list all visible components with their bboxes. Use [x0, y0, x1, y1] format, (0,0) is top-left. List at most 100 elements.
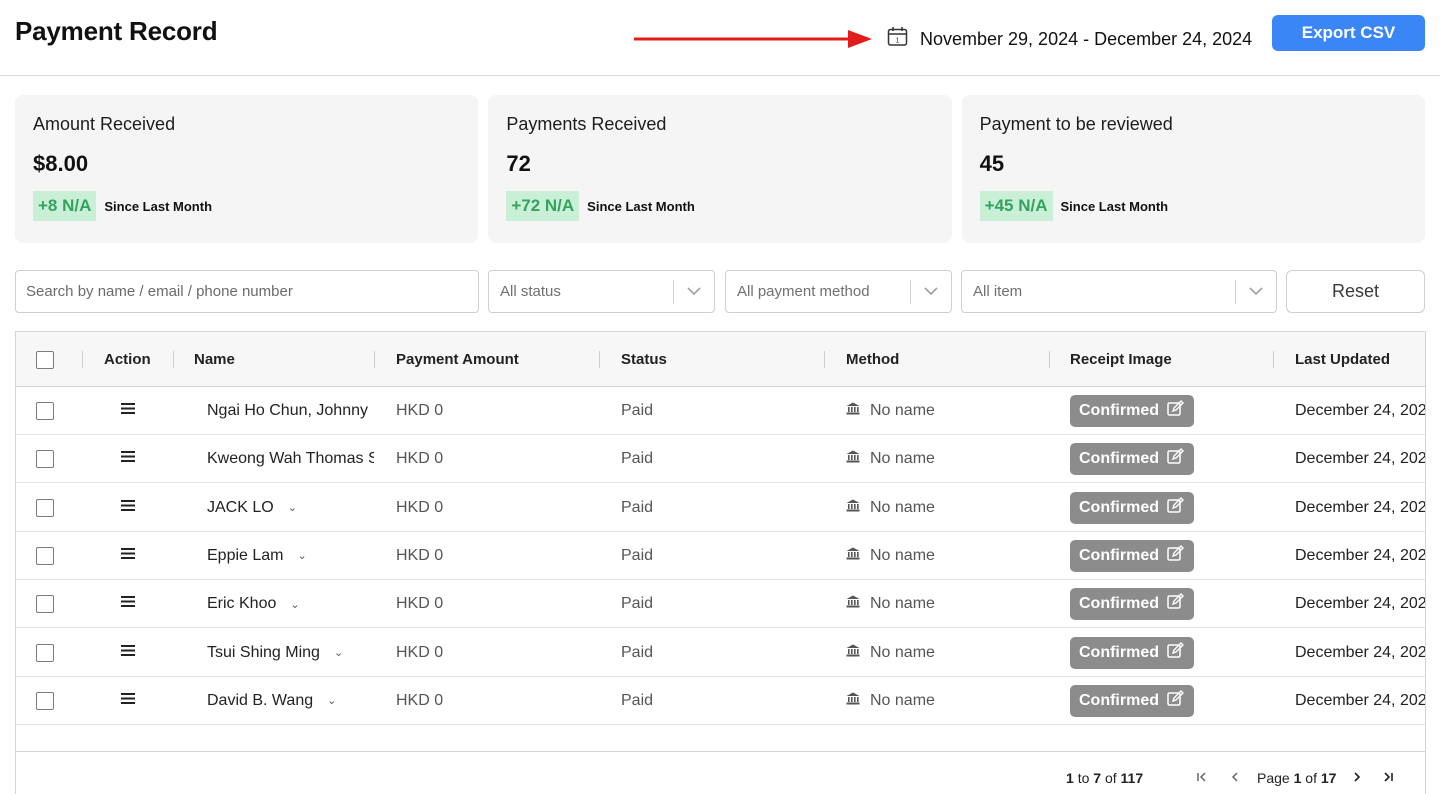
edit-icon[interactable]: [1167, 496, 1184, 519]
card-value: 45: [979, 151, 1005, 176]
edit-icon[interactable]: [1167, 544, 1184, 567]
chevron-down-icon[interactable]: ⌄: [327, 695, 337, 708]
edit-icon[interactable]: [1167, 641, 1184, 664]
status-filter-select[interactable]: All status: [488, 270, 715, 313]
row-method: No name: [870, 498, 935, 516]
card-label: Payments Received: [506, 114, 667, 134]
row-action-menu[interactable]: [120, 484, 136, 532]
edit-icon[interactable]: [1167, 689, 1184, 712]
last-page-icon[interactable]: [1382, 770, 1394, 786]
status-filter-value: All status: [500, 283, 561, 300]
table-row: Eric Khoo ⌄ HKD 0 Paid No name Confirmed: [16, 580, 1425, 629]
payments-table: Action Name Payment Amount Status Method…: [15, 331, 1426, 794]
first-page-icon[interactable]: [1196, 770, 1208, 786]
chevron-down-icon[interactable]: ⌄: [333, 647, 344, 659]
receipt-status: Confirmed: [1079, 498, 1159, 516]
confirmed-badge[interactable]: Confirmed: [1070, 588, 1194, 621]
row-method: No name: [870, 450, 935, 468]
row-name-cell[interactable]: David B. Wang ⌄: [207, 677, 374, 725]
chevron-down-icon[interactable]: ⌄: [297, 550, 307, 563]
row-action-menu[interactable]: [120, 629, 136, 677]
row-checkbox[interactable]: [36, 498, 54, 517]
select-all-checkbox[interactable]: [36, 350, 54, 369]
row-action-menu[interactable]: [120, 435, 136, 483]
row-action-menu[interactable]: [120, 532, 136, 580]
column-header-action[interactable]: Action: [104, 351, 151, 368]
row-amount: HKD 0: [396, 498, 444, 516]
column-header-method[interactable]: Method: [846, 351, 900, 368]
row-amount: HKD 0: [396, 450, 444, 468]
confirmed-badge[interactable]: Confirmed: [1070, 491, 1194, 524]
menu-icon[interactable]: [120, 402, 136, 420]
row-checkbox[interactable]: [36, 546, 54, 565]
row-name-cell[interactable]: Ngai Ho Chun, Johnny ⌄: [207, 387, 374, 435]
receipt-status: Confirmed: [1079, 691, 1159, 709]
date-range-picker[interactable]: 1 November 29, 2024 - December 24, 2024: [887, 26, 1252, 52]
item-filter-select[interactable]: All item: [961, 270, 1277, 313]
row-name-cell[interactable]: JACK LO ⌄: [207, 484, 374, 532]
row-action-menu[interactable]: [120, 677, 136, 725]
filter-bar: All status All payment method All item R…: [15, 270, 1425, 313]
row-status: Paid: [621, 498, 654, 516]
row-checkbox[interactable]: [36, 450, 54, 469]
row-name: David B. Wang: [207, 691, 314, 709]
previous-page-icon[interactable]: [1229, 770, 1241, 786]
edit-icon[interactable]: [1167, 593, 1184, 615]
delta-badge: +72 N/A: [506, 191, 580, 221]
column-header-payment-amount[interactable]: Payment Amount: [396, 351, 519, 368]
menu-icon[interactable]: [120, 644, 136, 662]
menu-icon[interactable]: [120, 547, 136, 565]
menu-icon[interactable]: [120, 692, 136, 710]
row-method: No name: [870, 595, 935, 613]
table-footer-divider: [16, 751, 1425, 752]
row-checkbox[interactable]: [36, 402, 54, 420]
bank-icon: [846, 402, 860, 420]
edit-icon[interactable]: [1167, 400, 1184, 422]
row-name-cell[interactable]: Eppie Lam ⌄: [207, 532, 374, 580]
row-checkbox[interactable]: [36, 595, 54, 614]
row-action-menu[interactable]: [120, 387, 136, 435]
table-row: David B. Wang ⌄ HKD 0 Paid No name Confi…: [16, 676, 1425, 725]
row-name: Kweong Wah Thomas So: [207, 450, 374, 468]
menu-icon[interactable]: [120, 450, 136, 468]
confirmed-badge[interactable]: Confirmed: [1070, 636, 1194, 669]
row-checkbox[interactable]: [36, 691, 54, 710]
search-input[interactable]: [15, 270, 479, 313]
bank-icon: [846, 595, 860, 613]
confirmed-badge[interactable]: Confirmed: [1070, 395, 1194, 427]
column-header-last-updated[interactable]: Last Updated: [1295, 351, 1391, 368]
confirmed-badge[interactable]: Confirmed: [1070, 443, 1194, 476]
row-checkbox[interactable]: [36, 643, 54, 662]
row-action-menu[interactable]: [120, 580, 136, 628]
reset-button[interactable]: Reset: [1286, 270, 1425, 313]
row-amount: HKD 0: [396, 691, 444, 709]
table-row: Kweong Wah Thomas So ⌄ HKD 0 Paid No nam…: [16, 435, 1426, 484]
column-header-status[interactable]: Status: [621, 351, 667, 368]
row-name-cell[interactable]: Kweong Wah Thomas So ⌄: [207, 435, 374, 483]
next-page-icon[interactable]: [1351, 770, 1363, 786]
chevron-down-icon[interactable]: ⌄: [290, 598, 300, 611]
table-header: Action Name Payment Amount Status Method…: [16, 332, 1425, 387]
chevron-down-icon[interactable]: ⌄: [287, 502, 297, 515]
method-filter-select[interactable]: All payment method: [725, 270, 952, 313]
row-amount: HKD 0: [396, 546, 444, 564]
row-name: JACK LO: [207, 498, 274, 516]
card-value: $8.00: [33, 151, 89, 176]
stat-card-to-be-reviewed: Payment to be reviewed 45 +45 N/A Since …: [961, 95, 1425, 243]
menu-icon[interactable]: [120, 595, 136, 613]
column-header-receipt-image[interactable]: Receipt Image: [1070, 351, 1172, 368]
row-name-cell[interactable]: Tsui Shing Ming ⌄: [207, 629, 374, 677]
row-last-updated: December 24, 2024: [1295, 402, 1426, 419]
row-last-updated: December 24, 2024: [1295, 450, 1426, 468]
export-csv-button[interactable]: Export CSV: [1272, 15, 1425, 51]
edit-icon[interactable]: [1167, 448, 1184, 470]
confirmed-badge[interactable]: Confirmed: [1070, 539, 1194, 572]
column-header-name[interactable]: Name: [194, 351, 235, 368]
confirmed-badge[interactable]: Confirmed: [1070, 684, 1194, 717]
menu-icon[interactable]: [120, 499, 136, 517]
card-label: Payment to be reviewed: [979, 114, 1173, 134]
row-last-updated: December 24, 2024: [1295, 643, 1426, 661]
row-name: Ngai Ho Chun, Johnny: [207, 402, 368, 419]
table-row: Tsui Shing Ming ⌄ HKD 0 Paid No name Con…: [16, 628, 1426, 677]
row-name-cell[interactable]: Eric Khoo ⌄: [207, 580, 374, 628]
